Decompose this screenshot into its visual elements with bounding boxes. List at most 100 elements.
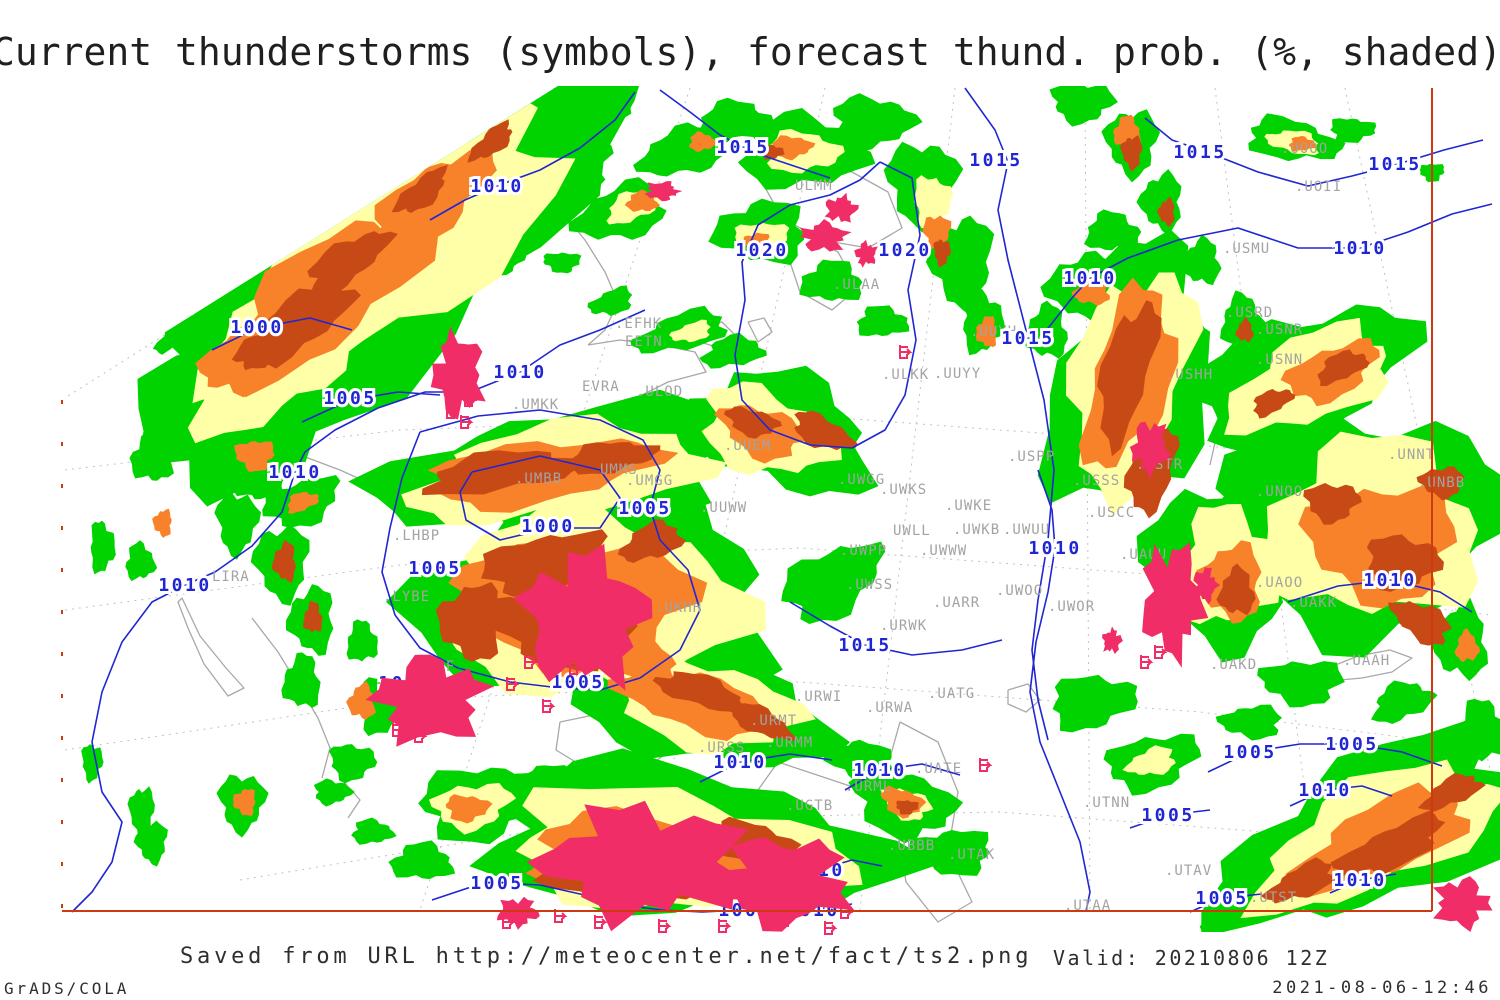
prob-region-level-1 xyxy=(1179,234,1222,286)
station-label-UWWW: .UWWW xyxy=(920,543,967,559)
prob-region-level-4 xyxy=(480,529,608,597)
isobar-label-1020: 1020 xyxy=(735,240,788,261)
prob-region-level-1 xyxy=(214,492,262,560)
thunderstorm-symbol-icon xyxy=(594,915,608,929)
graticule-line xyxy=(1084,87,1091,911)
isobar-1000 xyxy=(459,455,621,541)
prob-region-level-4 xyxy=(652,671,753,716)
isobar-label-1000: 1000 xyxy=(521,516,574,537)
station-label-UWPP: .UWPP xyxy=(840,543,887,559)
prob-region-level-1 xyxy=(699,332,767,369)
thunderstorm-cluster xyxy=(496,896,540,930)
thunderstorm-symbol-icon xyxy=(506,677,520,691)
station-label-UATE: .UATE xyxy=(915,761,962,777)
station-label-UAKK: .UAKK xyxy=(1290,595,1337,611)
prob-region-level-4 xyxy=(1388,601,1452,646)
station-label-UMKK: .UMKK xyxy=(512,397,559,413)
thunderstorm-symbol-layer xyxy=(365,181,1493,935)
isobar-label-1010: 1010 xyxy=(158,575,211,596)
station-label-UWSS: .UWSS xyxy=(846,577,893,593)
thunderstorm-cluster xyxy=(800,218,852,252)
prob-region-level-1 xyxy=(125,540,158,582)
isobar-1015 xyxy=(789,601,1003,656)
isobar-label-1000: 1000 xyxy=(230,317,283,338)
page-title: Current thunderstorms (symbols), forecas… xyxy=(0,30,1500,74)
isobar-1010 xyxy=(71,309,646,913)
prob-region-level-3 xyxy=(287,491,320,515)
prob-region-level-4 xyxy=(1330,810,1446,876)
prob-region-level-4 xyxy=(1235,317,1254,343)
isobar-label-1010: 1010 xyxy=(493,362,546,383)
generation-timestamp: 2021-08-06-12:46 xyxy=(1272,978,1492,998)
station-label-UNBB: .UNBB xyxy=(1418,475,1465,491)
thunderstorm-cluster xyxy=(430,326,486,420)
prob-region-level-4 xyxy=(761,144,785,160)
prob-region-level-1 xyxy=(351,817,397,845)
isobar-label-1015: 1015 xyxy=(1368,154,1421,175)
data-boundary-layer xyxy=(61,88,1433,912)
isobar-1010 xyxy=(429,91,636,221)
station-label-USNN: .USNN xyxy=(1256,352,1303,368)
prob-region-level-1 xyxy=(1052,674,1138,733)
thunderstorm-symbol-icon xyxy=(569,661,583,675)
isobar-label-1005: 1005 xyxy=(408,558,461,579)
station-label-UARR: .UARR xyxy=(933,595,980,611)
thunderstorm-cluster xyxy=(699,837,855,932)
prob-region-level-1 xyxy=(833,93,923,152)
prob-region-level-1 xyxy=(81,744,104,784)
prob-region-level-2 xyxy=(1122,745,1176,775)
prob-region-level-4 xyxy=(896,800,919,815)
station-label-USHH: .USHH xyxy=(1166,367,1213,383)
thunderstorm-symbol-icon xyxy=(460,415,474,429)
prob-region-level-3 xyxy=(624,189,661,212)
prob-region-level-3 xyxy=(374,140,497,264)
prob-region-level-4 xyxy=(1303,483,1362,525)
prob-region-level-3 xyxy=(1454,628,1481,662)
station-label-UWOR: .UWOR xyxy=(1048,599,1095,615)
station-label-URSS: .URSS xyxy=(698,740,745,756)
prob-region-level-3 xyxy=(346,681,376,720)
thunderstorm-symbol-icon xyxy=(524,655,538,669)
prob-region-level-4 xyxy=(1097,300,1162,457)
isobar-label-1005: 1005 xyxy=(551,672,604,693)
prob-region-level-1 xyxy=(1215,704,1283,741)
thunderstorm-symbol-icon xyxy=(1140,655,1154,669)
isobar-label-1015: 1015 xyxy=(969,150,1022,171)
prob-region-level-3 xyxy=(234,441,275,473)
isobar-label-1010: 1010 xyxy=(268,462,321,483)
station-label-LHBP: .LHBP xyxy=(393,528,440,544)
station-label-UMBB: .UMBB xyxy=(515,471,562,487)
prob-region-level-1 xyxy=(553,86,633,136)
prob-region-level-4 xyxy=(617,519,687,563)
isobar-1015 xyxy=(1144,117,1484,187)
grads-cola-credit: GrADS/COLA xyxy=(4,979,130,998)
prob-region-level-3 xyxy=(445,794,493,824)
valid-time-text: Valid: 20210806 12Z xyxy=(1053,946,1330,970)
station-label-UMMS: UMMS xyxy=(600,462,638,478)
prob-region-level-3 xyxy=(689,131,719,153)
isobar-1010 xyxy=(699,753,833,783)
isobar-label-1005: 1005 xyxy=(1141,805,1194,826)
saved-from-url-text: Saved from URL http://meteocenter.net/fa… xyxy=(180,944,1033,969)
graticule-line xyxy=(859,87,956,911)
station-label-UKHH: .UKHH xyxy=(655,600,702,616)
isobar-label-1015: 1015 xyxy=(1001,328,1054,349)
isobar-1010 xyxy=(1289,785,1393,807)
prob-region-level-1 xyxy=(543,252,582,274)
station-label-layer: ULMM .ULAA .UUYH .ULKK .UUYY .EFHK EETN EVRA .UL… xyxy=(212,141,1465,914)
isobar-1020 xyxy=(734,161,921,449)
prob-region-level-4 xyxy=(933,239,952,268)
prob-region-level-4 xyxy=(1366,534,1444,592)
station-label-UWLL: UWLL xyxy=(893,523,931,539)
station-label-USCC: .USCC xyxy=(1088,505,1135,521)
station-label-ULAA: .ULAA xyxy=(833,277,880,293)
isobar-1010 xyxy=(1329,873,1397,894)
prob-region-level-1 xyxy=(1257,661,1345,708)
isobar-label-1010: 1010 xyxy=(1363,570,1416,591)
prob-region-level-1 xyxy=(1330,118,1377,143)
thunderstorm-symbol-icon xyxy=(392,723,406,737)
prob-region-level-3 xyxy=(1289,135,1318,152)
station-label-UBBB: .UBBB xyxy=(888,838,935,854)
